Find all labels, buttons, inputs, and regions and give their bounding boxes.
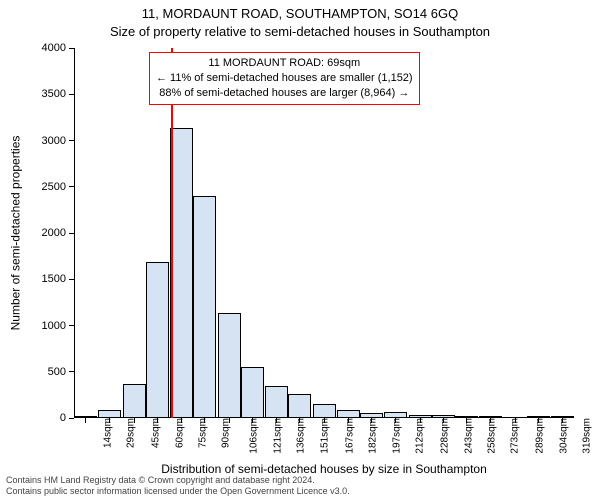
histogram-bar — [551, 416, 574, 418]
footer-attribution: Contains HM Land Registry data © Crown c… — [6, 475, 594, 496]
plot-inner: 0500100015002000250030003500400014sqm29s… — [74, 48, 574, 418]
y-tick-label: 500 — [48, 366, 74, 378]
footer-line2: Contains public sector information licen… — [6, 486, 594, 496]
y-tick-label: 2500 — [42, 181, 74, 193]
y-tick-label: 0 — [60, 412, 74, 424]
x-tick — [562, 418, 563, 423]
x-tick-label: 304sqm — [552, 418, 569, 454]
x-tick — [395, 418, 396, 423]
histogram-bar — [384, 412, 407, 418]
histogram-bar — [123, 384, 146, 418]
y-tick-label: 3000 — [42, 135, 74, 147]
histogram-bar — [409, 415, 432, 418]
x-tick-label: 243sqm — [457, 418, 474, 454]
x-tick-label: 289sqm — [529, 418, 546, 454]
x-tick-label: 151sqm — [313, 418, 330, 454]
info-box-line: ← 11% of semi-detached houses are smalle… — [156, 71, 413, 86]
y-axis-label-wrap: Number of semi-detached properties — [8, 48, 22, 418]
histogram-bar — [313, 404, 336, 418]
x-axis-label: Distribution of semi-detached houses by … — [74, 462, 574, 476]
x-tick — [157, 418, 158, 423]
histogram-bar — [146, 262, 169, 418]
footer-line1: Contains HM Land Registry data © Crown c… — [6, 475, 594, 485]
histogram-bar — [98, 410, 121, 418]
x-tick — [276, 418, 277, 423]
histogram-bar — [74, 416, 97, 418]
y-axis-label: Number of semi-detached properties — [8, 136, 22, 331]
x-tick — [371, 418, 372, 423]
x-tick — [181, 418, 182, 423]
x-tick — [204, 418, 205, 423]
histogram-bar — [218, 313, 241, 418]
histogram-bar — [527, 416, 550, 418]
x-tick — [229, 418, 230, 423]
x-tick-label: 228sqm — [433, 418, 450, 454]
x-tick-label: 167sqm — [338, 418, 355, 454]
x-tick — [515, 418, 516, 423]
x-tick-label: 197sqm — [385, 418, 402, 454]
x-tick-label: 136sqm — [290, 418, 307, 454]
info-box-line: 11 MORDAUNT ROAD: 69sqm — [156, 56, 413, 71]
x-tick — [466, 418, 467, 423]
y-tick-label: 4000 — [42, 42, 74, 54]
y-axis-line — [74, 48, 75, 418]
x-tick-label: 258sqm — [480, 418, 497, 454]
histogram-bar — [193, 196, 216, 418]
x-tick-label: 75sqm — [192, 418, 209, 448]
plot-area: 0500100015002000250030003500400014sqm29s… — [74, 48, 574, 418]
info-box-line: 88% of semi-detached houses are larger (… — [156, 86, 413, 101]
histogram-bar — [432, 415, 455, 418]
histogram-bar — [360, 413, 383, 418]
y-tick-label: 1500 — [42, 273, 74, 285]
histogram-bar — [288, 394, 311, 418]
y-tick-label: 1000 — [42, 320, 74, 332]
y-tick-label: 2000 — [42, 227, 74, 239]
x-tick-label: 14sqm — [96, 418, 113, 448]
x-tick-label: 182sqm — [362, 418, 379, 454]
chart-title-line2: Size of property relative to semi-detach… — [0, 24, 600, 39]
histogram-bar — [170, 128, 193, 418]
histogram-bar — [479, 416, 502, 418]
x-tick-label: 60sqm — [168, 418, 185, 448]
x-tick — [443, 418, 444, 423]
x-tick — [538, 418, 539, 423]
x-tick-label: 212sqm — [408, 418, 425, 454]
x-tick-label: 319sqm — [576, 418, 593, 454]
histogram-bar — [455, 416, 478, 418]
x-tick-label: 106sqm — [243, 418, 260, 454]
histogram-bar — [337, 410, 360, 418]
chart-title-line1: 11, MORDAUNT ROAD, SOUTHAMPTON, SO14 6GQ — [0, 6, 600, 21]
x-tick — [490, 418, 491, 423]
x-tick-label: 273sqm — [504, 418, 521, 454]
chart-container: 11, MORDAUNT ROAD, SOUTHAMPTON, SO14 6GQ… — [0, 0, 600, 500]
x-tick-label: 121sqm — [266, 418, 283, 454]
x-tick — [299, 418, 300, 423]
x-tick — [420, 418, 421, 423]
x-tick — [85, 418, 86, 423]
histogram-bar — [241, 367, 264, 418]
info-box: 11 MORDAUNT ROAD: 69sqm← 11% of semi-det… — [149, 52, 420, 105]
x-tick — [252, 418, 253, 423]
y-tick-label: 3500 — [42, 88, 74, 100]
x-tick — [324, 418, 325, 423]
x-tick — [134, 418, 135, 423]
x-tick — [109, 418, 110, 423]
histogram-bar — [265, 386, 288, 418]
x-tick — [348, 418, 349, 423]
x-tick-label: 45sqm — [145, 418, 162, 448]
